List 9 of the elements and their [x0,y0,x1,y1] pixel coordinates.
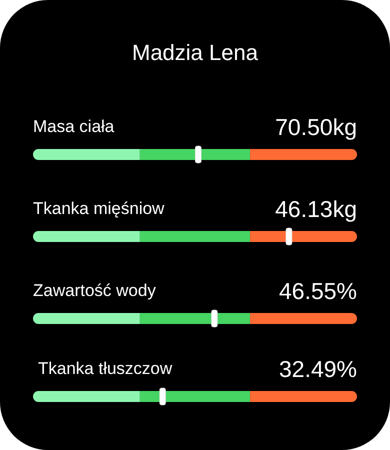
category-label: Masa ciała [33,117,115,136]
data-label: 46.55% [278,278,357,304]
data-label: 32.49% [278,356,357,382]
data-label: 46.13kg [275,196,357,222]
category-label: Tkanka tłuszczow [38,359,173,378]
category-label: Tkanka mięśniow [33,199,166,218]
category-label: Zawartość wody [33,281,156,300]
data-label: 70.50kg [275,114,357,140]
text: Madzia Lena [132,40,259,65]
